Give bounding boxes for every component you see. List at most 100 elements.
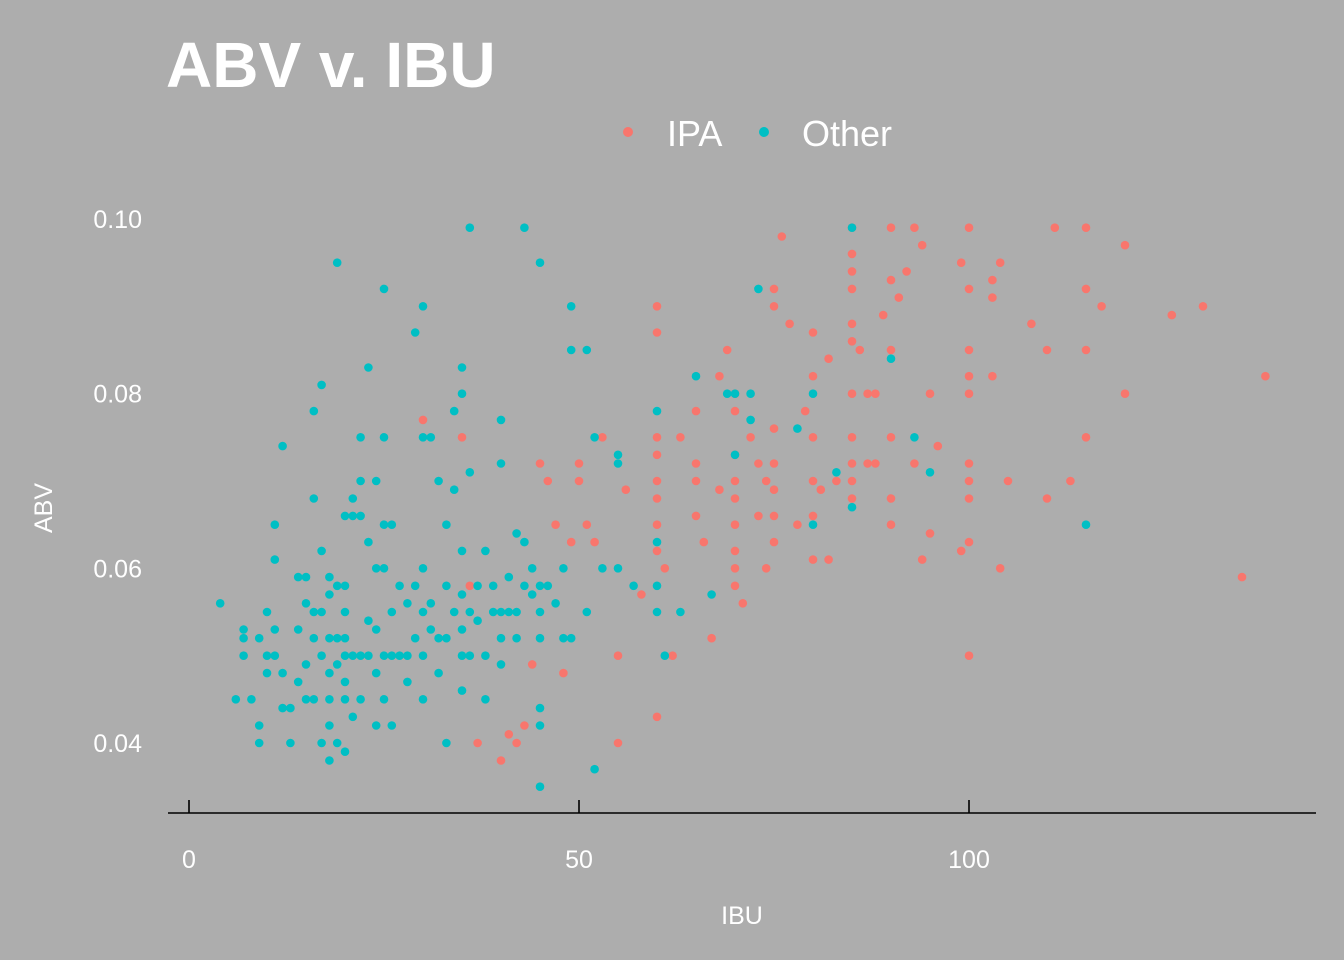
data-point xyxy=(754,511,763,521)
data-point xyxy=(293,677,303,687)
x-axis: 0 50 100 xyxy=(168,800,1316,874)
data-point xyxy=(418,607,428,617)
data-point xyxy=(364,616,373,625)
data-point xyxy=(504,607,514,617)
legend-label-ipa: IPA xyxy=(667,113,722,154)
data-point xyxy=(722,389,732,399)
data-point xyxy=(262,651,272,660)
data-point xyxy=(543,581,553,591)
data-point xyxy=(933,441,943,451)
data-point xyxy=(262,607,272,617)
data-point xyxy=(535,782,545,791)
data-point xyxy=(379,520,389,529)
data-point xyxy=(559,564,568,573)
data-point xyxy=(808,511,818,521)
data-point xyxy=(293,625,303,634)
data-point xyxy=(340,695,350,704)
data-point xyxy=(629,581,638,591)
data-point xyxy=(457,686,467,695)
data-point xyxy=(442,633,451,643)
data-point xyxy=(317,651,326,660)
data-point xyxy=(403,651,412,660)
data-point xyxy=(504,730,514,739)
data-point xyxy=(917,555,927,564)
data-point xyxy=(793,424,802,433)
data-point xyxy=(956,258,966,268)
data-point xyxy=(434,476,443,486)
data-point xyxy=(527,590,537,599)
data-point xyxy=(535,581,545,591)
data-point xyxy=(582,520,592,529)
data-point xyxy=(364,651,373,660)
data-point xyxy=(1066,476,1075,486)
data-point xyxy=(254,721,264,730)
data-point xyxy=(886,494,896,503)
y-tick-label: 0.10 xyxy=(93,206,142,234)
data-point xyxy=(512,607,521,617)
data-point xyxy=(325,572,334,582)
data-point xyxy=(340,581,350,591)
data-point xyxy=(832,468,841,477)
data-point xyxy=(1050,223,1060,232)
data-point xyxy=(543,476,553,486)
data-point xyxy=(348,511,358,521)
data-point xyxy=(847,223,857,232)
data-point xyxy=(356,476,365,486)
data-point xyxy=(442,738,451,748)
data-point xyxy=(652,450,662,460)
data-point xyxy=(847,494,857,503)
y-tick-label: 0.04 xyxy=(93,730,142,758)
data-point xyxy=(270,625,280,634)
data-point xyxy=(488,607,498,617)
data-point xyxy=(660,564,670,573)
data-point xyxy=(535,703,545,713)
data-point xyxy=(995,258,1005,268)
data-point xyxy=(925,529,935,538)
data-point xyxy=(371,476,381,486)
data-point xyxy=(613,459,623,468)
data-point xyxy=(808,433,818,442)
chart-title: ABV v. IBU xyxy=(166,29,496,101)
data-point xyxy=(340,677,350,687)
data-point xyxy=(886,345,896,355)
data-point xyxy=(286,738,295,748)
data-point xyxy=(668,651,677,660)
data-point xyxy=(566,345,576,355)
y-axis-title: ABV xyxy=(30,483,58,533)
data-point xyxy=(871,389,880,399)
data-point xyxy=(1042,345,1052,355)
data-point xyxy=(902,267,911,276)
data-point xyxy=(566,302,576,311)
data-point xyxy=(988,371,997,381)
data-point xyxy=(730,520,740,529)
data-point xyxy=(910,433,919,442)
data-point xyxy=(535,721,545,730)
data-point xyxy=(769,459,779,468)
data-point xyxy=(676,607,685,617)
x-tick-label: 100 xyxy=(948,846,990,874)
data-point xyxy=(808,389,818,399)
data-point xyxy=(317,380,326,390)
data-point xyxy=(582,345,592,355)
data-point xyxy=(418,415,428,425)
y-tick-label: 0.06 xyxy=(93,555,142,583)
data-point xyxy=(239,651,248,660)
data-point xyxy=(964,371,974,381)
data-point xyxy=(769,537,779,547)
data-point xyxy=(270,651,280,660)
data-point xyxy=(551,599,560,608)
data-point xyxy=(387,651,397,660)
data-point xyxy=(769,424,779,433)
data-point xyxy=(371,668,381,678)
x-tick-label: 0 xyxy=(182,846,196,874)
data-point xyxy=(301,599,311,608)
series-ipa xyxy=(418,223,1270,765)
data-point xyxy=(707,633,716,643)
data-point xyxy=(886,354,896,364)
data-point xyxy=(332,660,342,669)
data-point xyxy=(722,345,732,355)
data-point xyxy=(293,572,303,582)
data-point xyxy=(652,607,662,617)
data-point xyxy=(964,389,974,399)
data-point xyxy=(660,651,670,660)
